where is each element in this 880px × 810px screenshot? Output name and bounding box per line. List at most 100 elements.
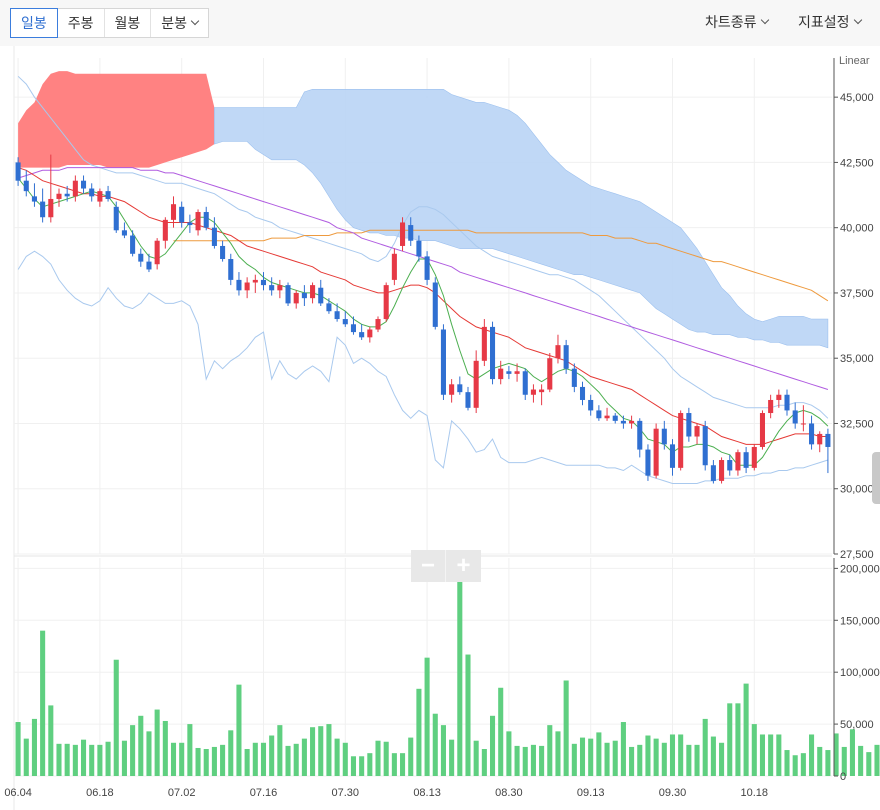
- date-tick-label: 09.13: [577, 787, 605, 799]
- candle: [825, 428, 831, 474]
- chevron-down-icon: [190, 16, 200, 26]
- candle-body-down: [645, 449, 651, 476]
- volume-bar: [620, 722, 626, 776]
- candle-body-down: [146, 261, 152, 270]
- tab-daily[interactable]: 일봉: [10, 8, 58, 38]
- candle: [645, 444, 651, 481]
- volume-bar: [80, 739, 87, 776]
- candle-body-up: [719, 460, 725, 481]
- volume-bar: [612, 740, 618, 776]
- candle: [637, 418, 643, 458]
- candle-body-down: [228, 259, 234, 280]
- candle: [530, 384, 536, 403]
- zoom-out-button[interactable]: −: [411, 550, 446, 582]
- candle-body-down: [326, 303, 332, 312]
- volume-bar: [293, 743, 299, 776]
- candle: [179, 201, 185, 228]
- volume-bar: [792, 755, 798, 776]
- volume-bar: [72, 744, 78, 776]
- candle: [579, 381, 586, 406]
- chart-type-label: 차트종류: [705, 14, 757, 30]
- volume-bar: [809, 734, 815, 776]
- candle: [588, 394, 594, 416]
- volume-bar: [310, 727, 316, 776]
- candle-body-up: [293, 292, 299, 304]
- candle-body-up: [694, 426, 700, 437]
- candle: [80, 175, 87, 194]
- candle: [629, 415, 635, 429]
- chart-area[interactable]: Linear 45,000 42,500 40,000 37,500 35,000 32,5…: [0, 46, 880, 810]
- candle: [293, 290, 299, 309]
- candle: [15, 157, 21, 186]
- candle: [89, 183, 95, 202]
- candle: [138, 248, 144, 267]
- candle: [244, 277, 250, 299]
- candle: [97, 188, 103, 207]
- candle: [768, 394, 774, 419]
- candle-body-up: [604, 415, 610, 419]
- tab-monthly[interactable]: 월봉: [105, 9, 152, 37]
- candle: [56, 188, 62, 207]
- candle-body-up: [400, 222, 406, 246]
- cloud-bullish: [214, 88, 829, 349]
- candle: [547, 352, 553, 393]
- candle-body-up: [367, 329, 373, 338]
- volume-bar: [97, 744, 103, 776]
- volume-tick-label: 200,000: [840, 563, 880, 575]
- candle-body-up: [751, 446, 757, 468]
- volume-bar: [457, 578, 463, 776]
- volume-bar: [301, 738, 307, 776]
- volume-bar: [678, 734, 684, 776]
- indicator-settings-dropdown[interactable]: 지표설정: [798, 12, 862, 32]
- candle: [408, 217, 414, 246]
- candle: [759, 410, 766, 450]
- zoom-controls: − +: [411, 550, 481, 582]
- candle: [792, 402, 798, 429]
- candle-body-down: [743, 452, 749, 468]
- chart-type-dropdown[interactable]: 차트종류: [705, 12, 769, 32]
- candle: [481, 319, 487, 367]
- bollinger-lower-line: [17, 250, 829, 484]
- candle-body-down: [285, 285, 291, 304]
- candle-body-down: [260, 279, 267, 286]
- tab-weekly[interactable]: 주봉: [58, 9, 105, 37]
- volume-bar: [702, 718, 708, 776]
- candle: [522, 368, 528, 400]
- candle: [350, 316, 357, 335]
- candle-body-up: [310, 285, 316, 299]
- volume-bar: [751, 724, 757, 776]
- candle-body-down: [727, 460, 733, 471]
- volume-bar: [400, 753, 406, 776]
- candle-body-up: [498, 368, 504, 380]
- candle: [383, 282, 389, 322]
- price-tick-label: 40,000: [840, 223, 874, 235]
- ma120-line: [173, 229, 829, 302]
- volume-bar: [588, 738, 594, 776]
- candle: [416, 235, 422, 262]
- volume-bar: [727, 703, 733, 776]
- tab-weekly-label: 주봉: [67, 15, 94, 31]
- candle: [72, 175, 78, 202]
- date-tick-label: 07.30: [332, 787, 360, 799]
- candle-body-down: [138, 253, 144, 262]
- candle: [170, 196, 177, 228]
- zoom-in-button[interactable]: +: [456, 552, 471, 579]
- volume-bar: [784, 750, 790, 776]
- volume-bar: [375, 740, 381, 776]
- stock-chart-svg[interactable]: Linear 45,000 42,500 40,000 37,500 35,000 32,5…: [0, 46, 880, 810]
- candle-body-up: [759, 413, 766, 447]
- candle-body-up: [195, 212, 201, 231]
- candle: [694, 423, 700, 445]
- volume-bar: [522, 746, 528, 776]
- volume-bar: [342, 742, 348, 776]
- candle-body-up: [653, 428, 659, 476]
- candle: [653, 423, 659, 479]
- candle-body-up: [547, 358, 553, 390]
- candle-body-up: [555, 345, 561, 359]
- volume-tick-label: 50,000: [840, 719, 874, 731]
- candle-body-down: [579, 386, 586, 400]
- scroll-handle[interactable]: [872, 452, 880, 504]
- candle-body-up: [629, 420, 635, 424]
- tab-minute[interactable]: 분봉: [151, 9, 208, 37]
- candle: [252, 274, 258, 293]
